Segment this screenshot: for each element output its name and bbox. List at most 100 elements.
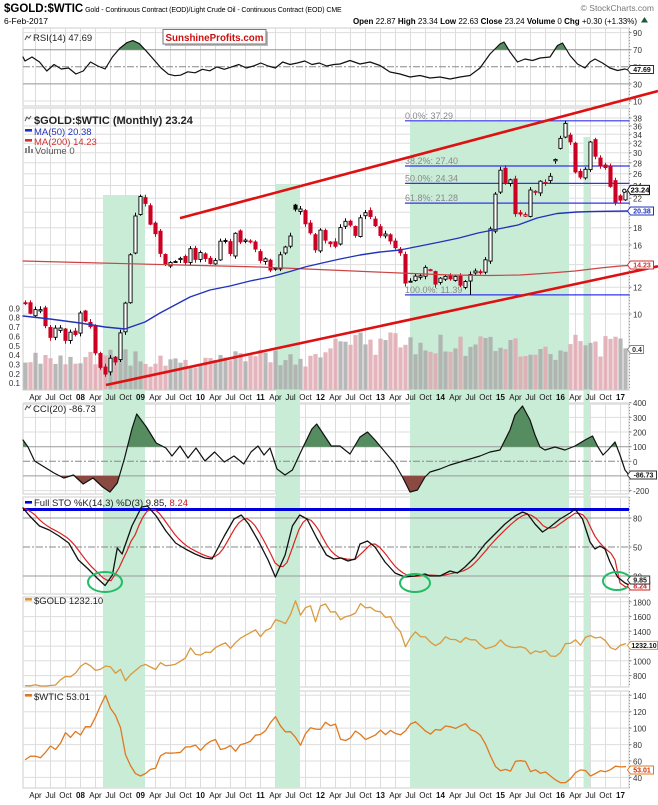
svg-text:11: 11 — [256, 393, 265, 402]
svg-text:© StockCharts.com: © StockCharts.com — [581, 3, 654, 13]
svg-text:Oct: Oct — [539, 393, 552, 402]
svg-text:50: 50 — [633, 544, 642, 553]
svg-text:16: 16 — [633, 242, 642, 251]
svg-text:Jul: Jul — [465, 393, 475, 402]
svg-text:18: 18 — [633, 224, 642, 233]
svg-text:11: 11 — [256, 791, 265, 800]
svg-text:14: 14 — [436, 791, 445, 800]
svg-text:CCI(20) -86.73: CCI(20) -86.73 — [33, 404, 96, 415]
svg-text:47.69: 47.69 — [633, 67, 651, 74]
svg-text:17: 17 — [616, 393, 625, 402]
svg-text:120: 120 — [633, 708, 647, 717]
svg-text:100.0%: 11.39: 100.0%: 11.39 — [405, 285, 462, 295]
svg-text:200: 200 — [633, 429, 647, 438]
svg-text:Apr: Apr — [449, 791, 462, 800]
svg-text:100: 100 — [633, 725, 647, 734]
svg-text:0.7: 0.7 — [9, 323, 21, 332]
svg-text:10: 10 — [633, 311, 642, 320]
svg-text:Oct: Oct — [239, 791, 252, 800]
svg-text:38: 38 — [633, 115, 642, 124]
svg-text:Apr: Apr — [389, 393, 402, 402]
svg-text:0: 0 — [633, 458, 638, 467]
svg-text:Jul: Jul — [285, 393, 295, 402]
svg-text:MA(200) 14.23: MA(200) 14.23 — [34, 137, 97, 148]
svg-text:$GOLD:$WTIC Gold - Continuous: $GOLD:$WTIC Gold - Continuous Contract (… — [4, 3, 342, 15]
svg-text:Jul: Jul — [465, 791, 475, 800]
svg-text:8.24: 8.24 — [633, 584, 647, 591]
svg-text:MA(50) 20.38: MA(50) 20.38 — [34, 127, 92, 138]
svg-text:Jul: Jul — [45, 791, 55, 800]
svg-text:Jul: Jul — [525, 791, 535, 800]
svg-text:30: 30 — [633, 80, 642, 89]
svg-text:Oct: Oct — [299, 393, 312, 402]
svg-text:140: 140 — [633, 692, 647, 701]
svg-text:$WTIC 53.01: $WTIC 53.01 — [34, 692, 90, 703]
svg-text:1600: 1600 — [633, 613, 651, 622]
svg-text:80: 80 — [633, 741, 642, 750]
svg-text:15: 15 — [496, 791, 505, 800]
svg-text:14: 14 — [436, 393, 445, 402]
svg-text:Jul: Jul — [165, 791, 175, 800]
svg-text:0.5: 0.5 — [9, 342, 21, 351]
svg-text:Jul: Jul — [585, 791, 595, 800]
svg-text:Oct: Oct — [479, 791, 492, 800]
svg-text:Apr: Apr — [509, 393, 522, 402]
svg-text:30: 30 — [633, 149, 642, 158]
svg-text:80: 80 — [633, 515, 642, 524]
svg-text:Oct: Oct — [599, 791, 612, 800]
svg-text:1800: 1800 — [633, 598, 651, 607]
svg-text:1000: 1000 — [633, 657, 651, 666]
svg-text:20.38: 20.38 — [633, 209, 651, 216]
svg-text:Jul: Jul — [345, 791, 355, 800]
svg-text:60: 60 — [633, 758, 642, 767]
svg-text:Apr: Apr — [89, 393, 102, 402]
svg-text:Oct: Oct — [59, 791, 72, 800]
svg-text:Jul: Jul — [105, 791, 115, 800]
svg-text:Jul: Jul — [105, 393, 115, 402]
svg-text:800: 800 — [633, 672, 647, 681]
svg-text:0.8: 0.8 — [9, 314, 21, 323]
svg-text:Jul: Jul — [585, 393, 595, 402]
svg-text:61.8%: 21.28: 61.8%: 21.28 — [405, 193, 458, 203]
svg-text:0.6: 0.6 — [9, 332, 21, 341]
svg-text:08: 08 — [76, 393, 85, 402]
svg-text:Apr: Apr — [329, 393, 342, 402]
svg-text:12: 12 — [633, 284, 642, 293]
svg-text:RSI(14) 47.69: RSI(14) 47.69 — [33, 33, 92, 44]
svg-text:1400: 1400 — [633, 628, 651, 637]
svg-text:Apr: Apr — [149, 393, 162, 402]
svg-text:26: 26 — [633, 170, 642, 179]
svg-text:Jul: Jul — [225, 791, 235, 800]
svg-text:Jul: Jul — [405, 393, 415, 402]
svg-text:-200: -200 — [633, 487, 650, 496]
svg-text:$GOLD 1232.10: $GOLD 1232.10 — [34, 596, 103, 607]
svg-text:Apr: Apr — [329, 791, 342, 800]
svg-text:Oct: Oct — [119, 791, 132, 800]
svg-text:Oct: Oct — [419, 791, 432, 800]
svg-text:Jul: Jul — [165, 393, 175, 402]
svg-text:0.9: 0.9 — [9, 304, 21, 313]
svg-text:14.23: 14.23 — [633, 263, 651, 270]
svg-text:Open 22.87 High 23.34 Low 22.6: Open 22.87 High 23.34 Low 22.63 Close 23… — [353, 17, 637, 26]
svg-text:Oct: Oct — [59, 393, 72, 402]
svg-text:Jul: Jul — [525, 393, 535, 402]
svg-text:Apr: Apr — [89, 791, 102, 800]
svg-text:0.4: 0.4 — [632, 347, 642, 354]
svg-text:Apr: Apr — [29, 393, 42, 402]
svg-text:10: 10 — [196, 791, 205, 800]
svg-text:Apr: Apr — [389, 791, 402, 800]
svg-text:12: 12 — [316, 791, 325, 800]
svg-text:Oct: Oct — [179, 393, 192, 402]
svg-text:10: 10 — [633, 98, 642, 107]
svg-text:Oct: Oct — [239, 393, 252, 402]
svg-text:09: 09 — [136, 393, 145, 402]
svg-text:13: 13 — [376, 393, 385, 402]
svg-text:0.0%: 37.29: 0.0%: 37.29 — [405, 111, 453, 121]
svg-text:Apr: Apr — [449, 393, 462, 402]
svg-text:Oct: Oct — [479, 393, 492, 402]
svg-text:Apr: Apr — [209, 393, 222, 402]
svg-text:23.24: 23.24 — [631, 186, 651, 195]
svg-text:400: 400 — [633, 399, 647, 408]
svg-text:SunshineProfits.com: SunshineProfits.com — [166, 33, 264, 44]
svg-text:32: 32 — [633, 140, 642, 149]
